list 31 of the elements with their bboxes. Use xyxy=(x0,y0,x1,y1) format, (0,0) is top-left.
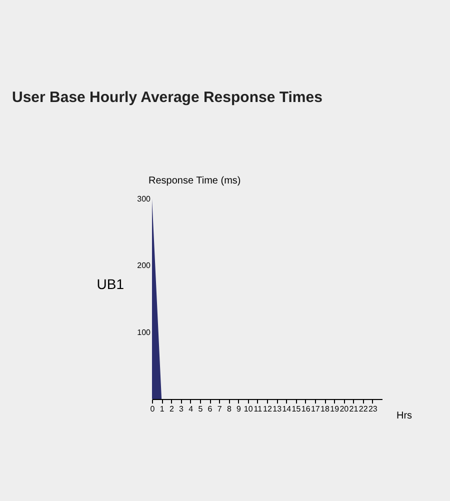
x-tick-label: 18 xyxy=(320,404,330,414)
x-tick-label: 9 xyxy=(236,404,242,414)
x-tick-label: 10 xyxy=(244,404,254,414)
x-tick-label: 13 xyxy=(272,404,282,414)
x-tick-label: 6 xyxy=(208,404,213,414)
x-tick-label: 21 xyxy=(349,404,359,414)
x-tick-label: 5 xyxy=(198,404,204,414)
x-tick-label: 19 xyxy=(330,404,340,414)
x-tick-label: 14 xyxy=(282,404,292,414)
x-tick-label: 7 xyxy=(217,404,222,414)
y-tick-label: 100 xyxy=(137,328,152,337)
y-tick-label: 300 xyxy=(137,194,152,204)
x-tick-label: 3 xyxy=(179,404,184,414)
x-tick-label: 8 xyxy=(226,404,232,414)
x-tick-label: 11 xyxy=(254,404,263,414)
x-tick-label: 23 xyxy=(368,404,378,414)
x-tick-label: 12 xyxy=(263,404,272,414)
x-tick-label: 4 xyxy=(188,404,194,414)
x-tick-label: 22 xyxy=(358,404,368,414)
x-tick-label: 2 xyxy=(169,404,174,414)
chart-title: User Base Hourly Average Response Times xyxy=(12,89,322,106)
series-label: UB1 xyxy=(96,276,124,292)
x-tick-label: 0 xyxy=(150,404,156,414)
x-tick-label: 20 xyxy=(340,404,350,414)
x-axis-title: Hrs xyxy=(396,410,412,422)
x-tick-label: 16 xyxy=(301,404,311,414)
y-axis-title: Response Time (ms) xyxy=(148,176,241,186)
x-tick-label: 17 xyxy=(310,404,320,414)
x-tick-label: 15 xyxy=(292,404,302,414)
x-tick-label: 1 xyxy=(160,404,165,414)
y-tick-label: 200 xyxy=(137,261,152,270)
